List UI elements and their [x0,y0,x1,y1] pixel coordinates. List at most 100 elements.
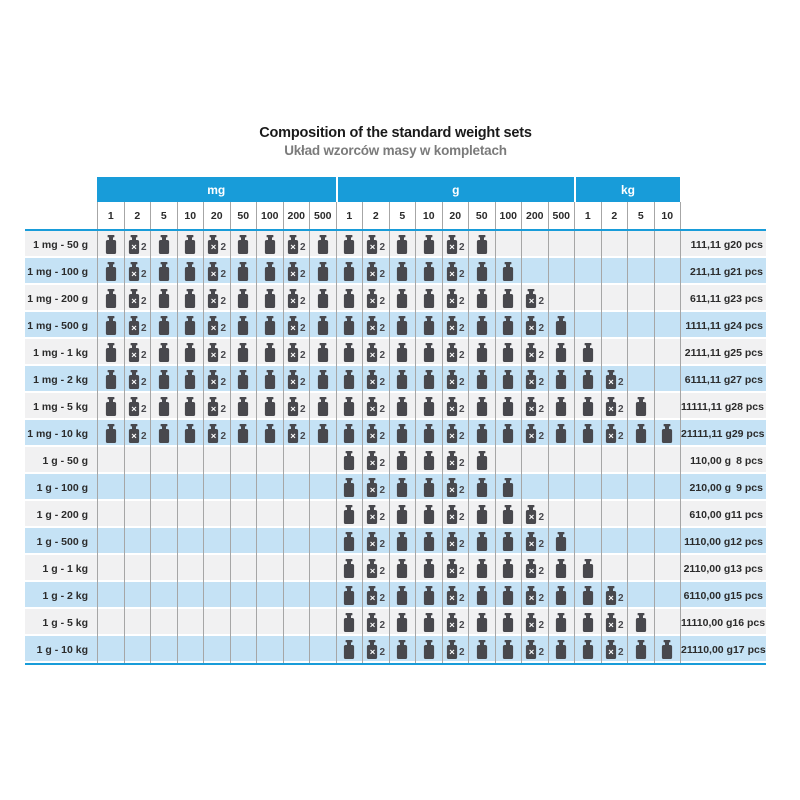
row-range-label: 1 g - 1 kg [25,555,97,582]
weight-cell-content [502,424,514,443]
weight-cell [123,609,150,636]
weight-cell-content [343,262,355,281]
weight-cell-content [502,478,514,497]
weight-cell [574,447,601,474]
weight-icon: × [366,586,378,605]
x2-cross-icon: × [290,349,296,361]
weight-cell [97,258,124,285]
weight-cell [494,258,521,285]
weight-cell: × 2 [362,582,389,609]
weight-icon [396,370,408,389]
weight-icon [396,262,408,281]
row-range-label: 1 g - 200 g [25,501,97,528]
weight-cell: × 2 [362,636,389,663]
weight-cell-content: × 2 [128,316,147,335]
weight-cell-content: × 2 [605,640,624,659]
weight-cell-content [184,289,196,308]
weight-cell-content: × 2 [287,397,306,416]
weight-icon [105,424,117,443]
weight-cell [309,258,336,285]
table-row: 1 g - 1 kg × 2 × 2 × 2 [25,555,766,582]
weight-icon: × [525,559,537,578]
weight-cell [335,501,362,528]
weight-cell-content: × 2 [366,613,385,632]
weight-icon: × [128,262,140,281]
x2-cross-icon: × [369,430,376,442]
weight-cell-content [396,640,408,659]
weight-cell-content [396,343,408,362]
weight-cell [150,474,177,501]
weight-cell [229,258,256,285]
weight-icon [635,613,647,632]
weight-icon [184,289,196,308]
x2-cross-icon: × [608,646,614,658]
x2-cross-icon: × [608,430,614,442]
row-total-mass: 610,00 g [689,508,731,521]
row-range-label: 1 g - 10 kg [25,636,97,663]
weight-cell-content: × 2 [207,424,226,443]
weight-cell-content [635,424,647,443]
weight-icon [343,235,355,254]
weight-icon [476,289,488,308]
weight-cell-content [264,343,276,362]
weight-cell-content [476,532,488,551]
table-row: 1 mg - 50 g × 2 × 2 × 2 [25,231,766,258]
weight-cell: × 2 [362,312,389,339]
weight-icon [555,613,567,632]
weight-cell: × 2 [441,312,468,339]
weight-cell [547,609,574,636]
x2-count: 2 [379,403,386,415]
weight-icon [396,640,408,659]
weight-cell-content [184,370,196,389]
weight-cell-content: × 2 [446,451,465,470]
x2-count: 2 [379,376,386,388]
weight-cell-content: × 2 [446,343,465,362]
weight-cell-content [396,235,408,254]
weight-cell: × 2 [362,339,389,366]
weight-icon: × [128,370,140,389]
x2-cross-icon: × [369,619,376,631]
weight-cell-content [423,289,435,308]
weight-icon: × [128,235,140,254]
weight-cell [574,312,601,339]
weight-cell-content [423,370,435,389]
x2-count: 2 [299,349,306,361]
weight-icon: × [207,343,219,362]
weight-icon [555,640,567,659]
weight-icon [476,370,488,389]
weight-cell-content [184,262,196,281]
weight-cell [335,609,362,636]
weight-cell [176,393,203,420]
weight-icon [423,478,435,497]
weight-cell [547,474,574,501]
weight-cell-content: × 2 [287,235,306,254]
weight-cell [123,447,150,474]
weight-cell [468,636,495,663]
weight-cell [468,582,495,609]
weight-icon [237,262,249,281]
row-range-label: 1 mg - 50 g [25,231,97,258]
denomination-header: 5 [388,202,416,229]
weight-cell-content [582,343,594,362]
weight-icon [105,235,117,254]
weight-cell [468,474,495,501]
weight-cell [309,339,336,366]
weight-cell [335,339,362,366]
weight-cell [176,366,203,393]
weight-cell [468,339,495,366]
weight-cell [150,609,177,636]
weight-icon: × [446,451,458,470]
weight-cell [256,528,283,555]
weight-cell-content [264,397,276,416]
weight-cell-content: × 2 [446,235,465,254]
weight-cell [176,285,203,312]
x2-cross-icon: × [131,430,137,442]
weight-cell-content [582,424,594,443]
weight-cell-content [476,289,488,308]
denomination-header: 50 [468,202,495,229]
weight-cell [176,636,203,663]
table-row: 1 mg - 200 g × 2 × 2 × 2 [25,285,766,312]
weight-icon [661,424,673,443]
x2-cross-icon: × [290,430,296,442]
